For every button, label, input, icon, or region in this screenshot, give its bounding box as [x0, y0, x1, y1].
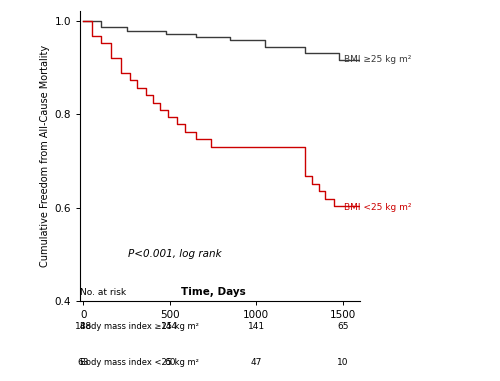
Text: 63: 63: [78, 358, 89, 367]
Text: 141: 141: [248, 322, 265, 331]
Y-axis label: Cumulative Freedom from All-Cause Mortality: Cumulative Freedom from All-Cause Mortal…: [40, 45, 50, 267]
Text: 10: 10: [337, 358, 348, 367]
Text: 148: 148: [75, 322, 92, 331]
Text: 47: 47: [250, 358, 262, 367]
Text: Body mass index ≥25 kg m²: Body mass index ≥25 kg m²: [80, 322, 199, 331]
Text: Body mass index <25 kg m²: Body mass index <25 kg m²: [80, 358, 199, 367]
Text: P<0.001, log rank: P<0.001, log rank: [128, 249, 222, 259]
Text: 65: 65: [337, 322, 348, 331]
Text: BMI <25 kg m²: BMI <25 kg m²: [344, 203, 412, 212]
Text: 144: 144: [162, 322, 178, 331]
Text: 60: 60: [164, 358, 175, 367]
Text: No. at risk: No. at risk: [80, 288, 126, 297]
Text: Time, Days: Time, Days: [180, 287, 246, 297]
Text: BMI ≥25 kg m²: BMI ≥25 kg m²: [344, 54, 412, 64]
